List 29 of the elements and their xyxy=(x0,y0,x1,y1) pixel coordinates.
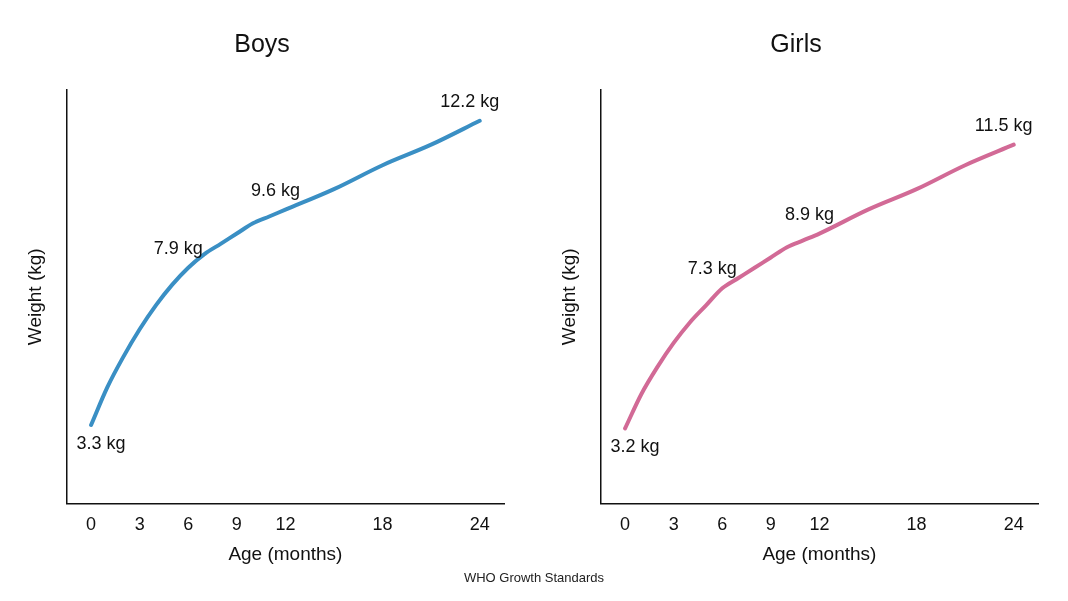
chart-title: Girls xyxy=(770,28,822,57)
data-label: 7.3 kg xyxy=(687,258,737,279)
x-tick-label: 3 xyxy=(134,514,145,535)
x-tick-label: 18 xyxy=(372,514,393,535)
x-tick-label: 6 xyxy=(717,514,728,535)
x-tick-label: 12 xyxy=(275,514,296,535)
data-label: 11.5 kg xyxy=(974,114,1033,135)
x-tick-label: 0 xyxy=(86,514,97,535)
x-tick-label: 6 xyxy=(183,514,194,535)
x-tick-label: 9 xyxy=(231,514,242,535)
y-axis-title: Weight (kg) xyxy=(23,248,45,346)
data-label: 12.2 kg xyxy=(440,90,500,111)
x-tick-label: 12 xyxy=(809,514,830,535)
x-tick-label: 24 xyxy=(1003,514,1024,535)
x-tick-label: 9 xyxy=(765,514,776,535)
x-tick-label: 24 xyxy=(469,514,490,535)
y-axis-title: Weight (kg) xyxy=(557,248,579,346)
x-axis-title: Age (months) xyxy=(228,542,343,564)
x-tick-label: 0 xyxy=(620,514,631,535)
data-label: 3.3 kg xyxy=(76,432,126,453)
data-label: 7.9 kg xyxy=(153,237,203,258)
chart-title: Boys xyxy=(234,28,290,57)
text: WHO Growth Standards xyxy=(462,570,606,585)
data-label: 3.2 kg xyxy=(610,436,660,457)
x-tick-label: 18 xyxy=(906,514,927,535)
x-tick-label: 3 xyxy=(668,514,679,535)
data-label: 9.6 kg xyxy=(250,179,300,200)
data-label: 8.9 kg xyxy=(784,203,834,224)
x-axis-title: Age (months) xyxy=(762,542,877,564)
